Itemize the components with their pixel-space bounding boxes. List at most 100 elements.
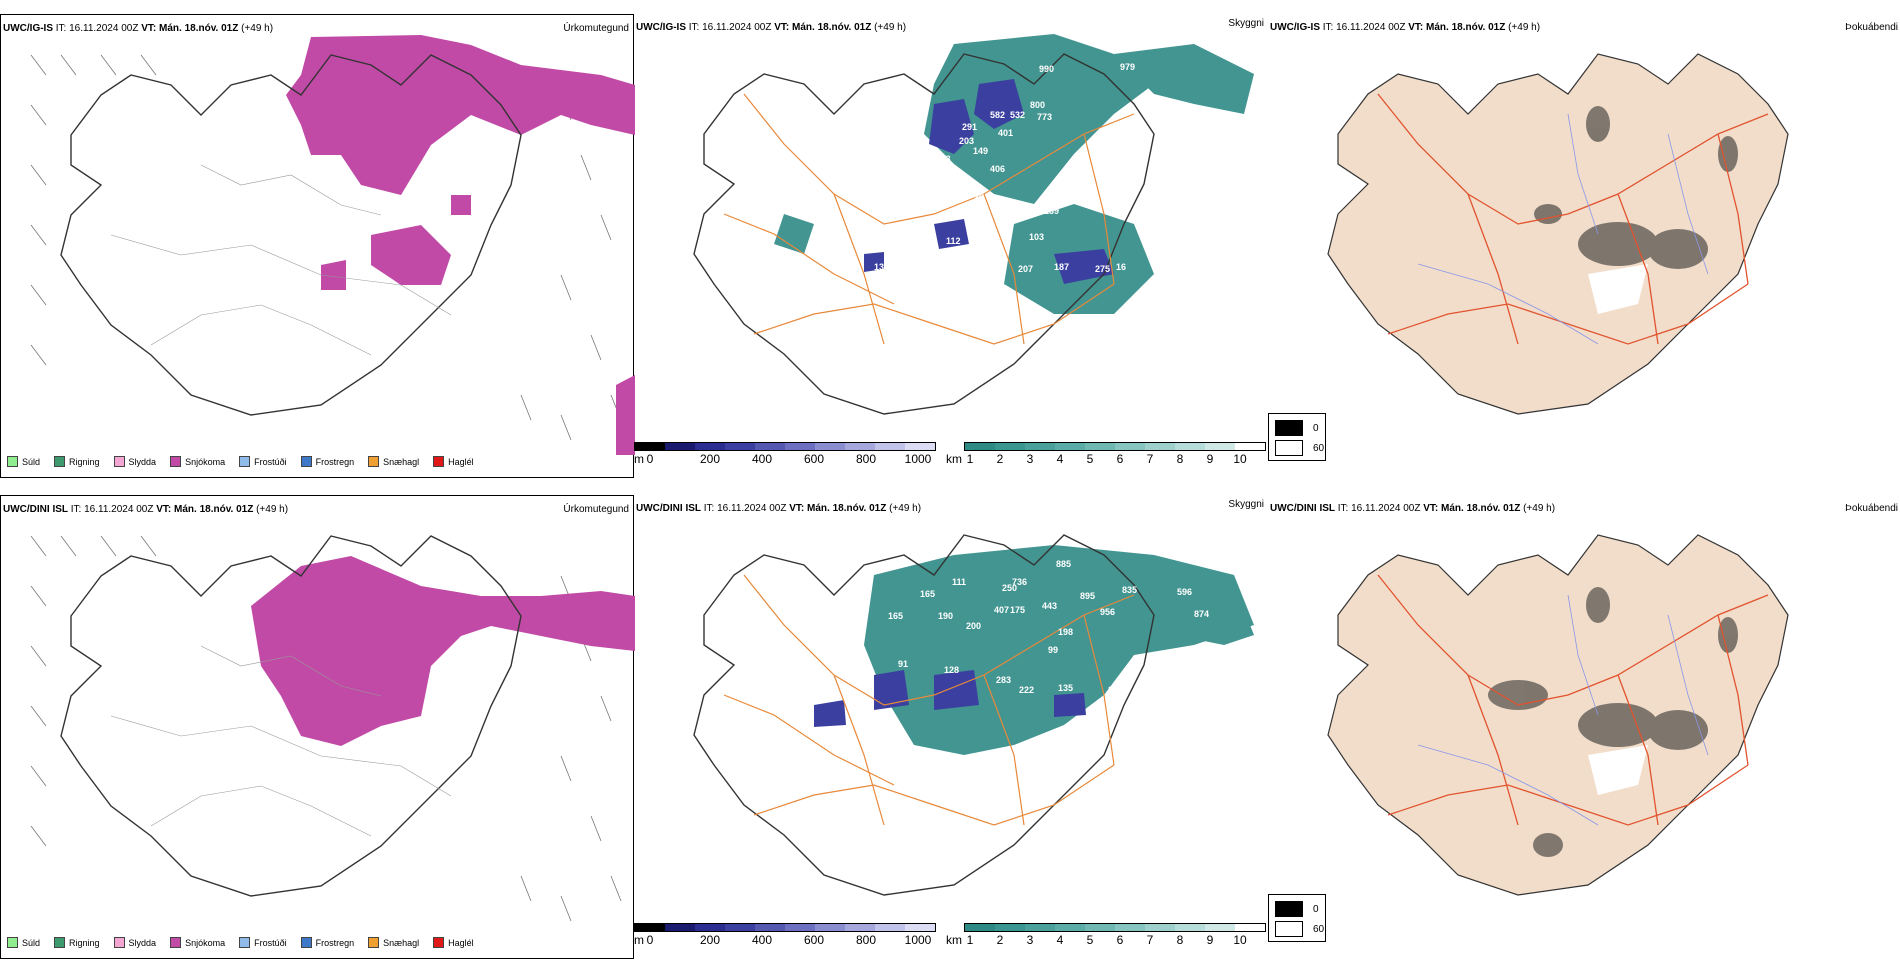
legend-item: Haglél	[433, 456, 474, 467]
panel-header: UWC/DINI ISL IT: 16.11.2024 00Z VT: Mán.…	[3, 504, 631, 515]
legend-label: Snæhagl	[383, 937, 420, 948]
vis-value-label: 135	[1058, 683, 1073, 693]
precip-legend: Súld Rigning Slydda Snjókoma Frostúði Fr…	[7, 937, 474, 948]
visibility-tick: 4	[1056, 933, 1064, 947]
fog-key-swatch	[1275, 440, 1303, 456]
legend-item: Slydda	[113, 456, 157, 467]
legend-swatch	[433, 937, 445, 948]
vis-value-label: 91	[898, 659, 908, 669]
visibility-tick: 2	[996, 933, 1004, 947]
vis-value-label: 203	[959, 136, 974, 146]
legend-swatch	[300, 937, 312, 948]
ceiling-visibility-scales: m 0 200 400 600 800 1000 km 1 2 3 4 5 6 …	[634, 442, 1268, 472]
vis-value-label: 773	[1037, 112, 1052, 122]
ceiling-colorbar	[634, 442, 936, 451]
init-label: IT:	[688, 22, 700, 33]
vis-value-label: 222	[1019, 685, 1034, 695]
legend-swatch	[54, 937, 66, 948]
rivers	[1417, 113, 1709, 345]
legend-swatch	[113, 456, 125, 467]
ceiling-tick: 200	[699, 933, 721, 947]
precip-type-panel-bottom: UWC/DINI ISL IT: 16.11.2024 00Z VT: Mán.…	[0, 495, 635, 959]
vis-value-label: 26	[974, 192, 984, 202]
vis-value-label: 187	[1054, 262, 1069, 272]
legend-item: Súld	[7, 456, 40, 467]
valid-time: Mán. 18.nóv. 01Z	[159, 23, 239, 34]
low-ceiling-areas	[864, 79, 1114, 284]
valid-label: VT:	[1408, 22, 1424, 33]
vis-value-label: 139	[1044, 206, 1059, 216]
legend-label: Frostúði	[254, 937, 287, 948]
init-time: 16.11.2024 00Z	[702, 22, 772, 33]
vis-value-label: 198	[1058, 627, 1073, 637]
visibility-tick: 8	[1176, 452, 1184, 466]
ceiling-tick: 1000	[904, 933, 932, 947]
vis-value-label: 21	[1108, 685, 1118, 695]
visibility-panel-top: 990 979 800 773 582 532 291 401 203 149 …	[634, 14, 1268, 478]
legend-label: Haglél	[448, 937, 474, 948]
legend-item: Frostregn	[300, 456, 354, 467]
visibility-map-bottom: 885 736 895 835 596 874 111 165 250 165 …	[693, 534, 1254, 896]
vis-value-label: 250	[1002, 583, 1017, 593]
init-label: IT:	[1322, 22, 1334, 33]
fog-panel-bottom: UWC/DINI ISL IT: 16.11.2024 00Z VT: Mán.…	[1268, 495, 1900, 959]
visibility-tick: 8	[1176, 933, 1184, 947]
vis-value-label: 190	[938, 611, 953, 621]
legend-label: Snæhagl	[383, 456, 420, 467]
valid-time: Mán. 18.nóv. 01Z	[1441, 503, 1521, 514]
init-label: IT:	[1337, 503, 1349, 514]
precip-legend: Súld Rigning Slydda Snjókoma Frostúði Fr…	[7, 456, 474, 467]
legend-swatch	[113, 937, 125, 948]
vis-value-label: 149	[973, 146, 988, 156]
legend-swatch	[300, 456, 312, 467]
snow-area	[251, 556, 635, 746]
legend-swatch	[239, 937, 251, 948]
visibility-tick: 6	[1116, 933, 1124, 947]
valid-label: VT:	[774, 22, 790, 33]
vis-value-label: 175	[1010, 605, 1025, 615]
visibility-tick: 1	[966, 452, 974, 466]
legend-swatch	[433, 456, 445, 467]
legend-label: Haglél	[448, 456, 474, 467]
vis-value-label: 596	[1177, 587, 1192, 597]
low-visibility-areas	[774, 34, 1254, 314]
init-time: 16.11.2024 00Z	[1351, 503, 1421, 514]
visibility-tick: 6	[1116, 452, 1124, 466]
visibility-tick: 10	[1233, 452, 1247, 466]
legend-label: Snjókoma	[185, 456, 226, 467]
lead-time: (+49 h)	[1523, 503, 1556, 514]
low-visibility-areas	[864, 545, 1254, 755]
valid-time: Mán. 18.nóv. 01Z	[174, 504, 254, 515]
iceland-coastline	[60, 535, 522, 897]
panel-header: UWC/DINI ISL IT: 16.11.2024 00Z VT: Mán.…	[1270, 503, 1900, 514]
legend-swatch	[7, 937, 18, 948]
vis-value-label: 207	[1018, 264, 1033, 274]
valid-time: Mán. 18.nóv. 01Z	[807, 503, 887, 514]
fog-key-value: 0	[1313, 422, 1319, 434]
vis-value-label: 43	[896, 244, 906, 254]
visibility-tick: 1	[966, 933, 974, 947]
legend-label: Slydda	[128, 456, 157, 467]
legend-label: Súld	[22, 937, 41, 948]
model-name: UWC/IG-IS	[3, 23, 53, 34]
lead-time: (+49 h)	[1508, 22, 1541, 33]
visibility-tick: 3	[1026, 933, 1034, 947]
fog-key-low: 60	[1275, 440, 1324, 456]
vis-value-label: 406	[990, 164, 1005, 174]
visibility-tick: 9	[1206, 452, 1214, 466]
iceland-coastline	[693, 53, 1155, 415]
ceiling-tick: 400	[751, 452, 773, 466]
vis-value-label: 165	[920, 589, 935, 599]
fog-key-low: 60	[1275, 921, 1324, 937]
ceiling-tick: 600	[803, 452, 825, 466]
visibility-tick: 10	[1233, 933, 1247, 947]
fog-key-value: 60	[1313, 442, 1325, 454]
legend-swatch	[170, 456, 182, 467]
visibility-tick: 3	[1026, 452, 1034, 466]
visibility-tick: 5	[1086, 452, 1094, 466]
vis-value-label: 111	[952, 577, 966, 587]
vis-value-label: 128	[944, 665, 959, 675]
fog-key-high: 0	[1275, 420, 1319, 436]
panel-title: Skyggni	[1228, 499, 1264, 510]
valid-label: VT:	[789, 503, 805, 514]
